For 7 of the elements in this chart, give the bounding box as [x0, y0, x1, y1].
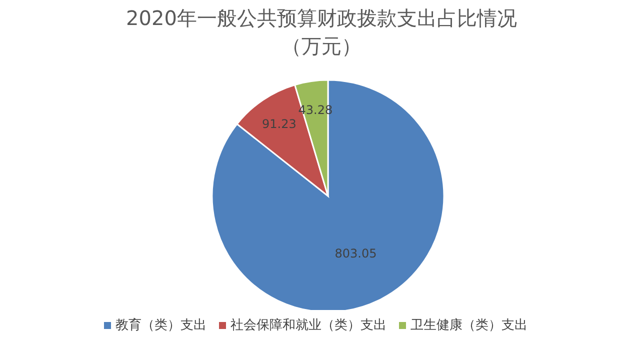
legend-label: 教育（类）支出 — [114, 318, 206, 333]
chart-title: 2020年一般公共预算财政拨款支出占比情况 — [125, 5, 518, 32]
data-label: 803.05 — [334, 246, 377, 260]
legend-label: 卫生健康（类）支出 — [410, 318, 528, 333]
legend-label: 社会保障和就业（类）支出 — [230, 318, 386, 333]
data-label: 91.23 — [262, 116, 296, 131]
chart-subtitle: （万元） — [280, 33, 362, 60]
